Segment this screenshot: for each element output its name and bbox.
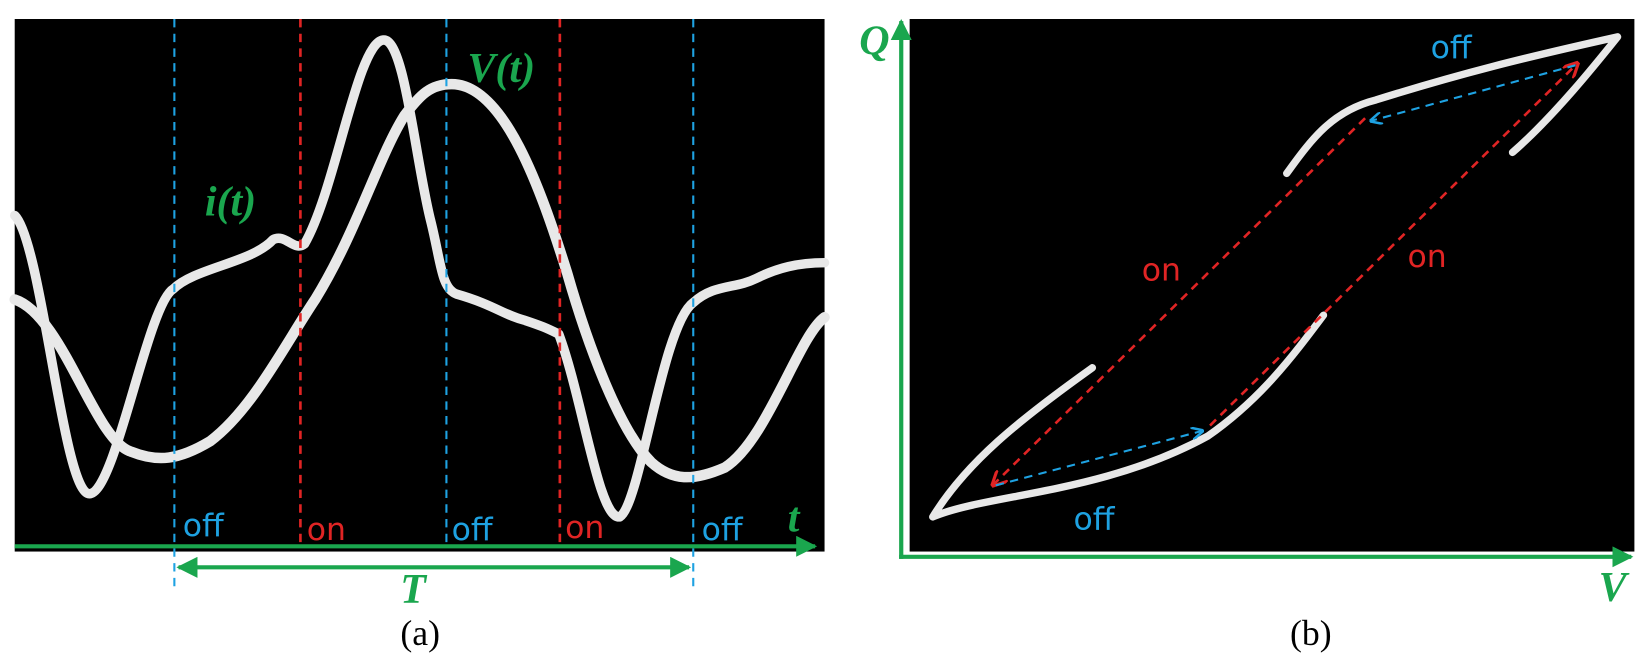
on-path [1209, 63, 1578, 427]
axis-label: V [1599, 565, 1630, 611]
phase-label: on [1142, 253, 1181, 289]
phase-label: on [1408, 239, 1447, 275]
scope-image [909, 19, 1635, 552]
curve-label: V(t) [467, 46, 535, 92]
period-label: T [400, 567, 428, 613]
off-path [1371, 64, 1576, 121]
curve-label: i(t) [205, 179, 256, 225]
phase-label: on [307, 512, 346, 548]
phase-label: off [183, 508, 225, 544]
panel-b: off on on off Q V (b) [859, 19, 1635, 653]
panel-caption: (b) [1290, 613, 1332, 653]
axis-label: t [788, 496, 801, 542]
phase-label: off [1073, 501, 1115, 537]
panel-a: i(t) V(t) off on off on off t T (a) [9, 19, 830, 653]
scope-image [14, 19, 825, 552]
axis-label: Q [859, 19, 889, 65]
loop-trace [929, 33, 1622, 521]
phase-label: on [565, 510, 604, 546]
voltage-trace [9, 78, 830, 483]
current-trace [9, 35, 830, 522]
phase-label: off [452, 512, 494, 548]
phase-label: off [702, 512, 744, 548]
off-path [995, 431, 1203, 487]
phase-label: off [1431, 30, 1473, 66]
panel-caption: (a) [400, 613, 440, 653]
